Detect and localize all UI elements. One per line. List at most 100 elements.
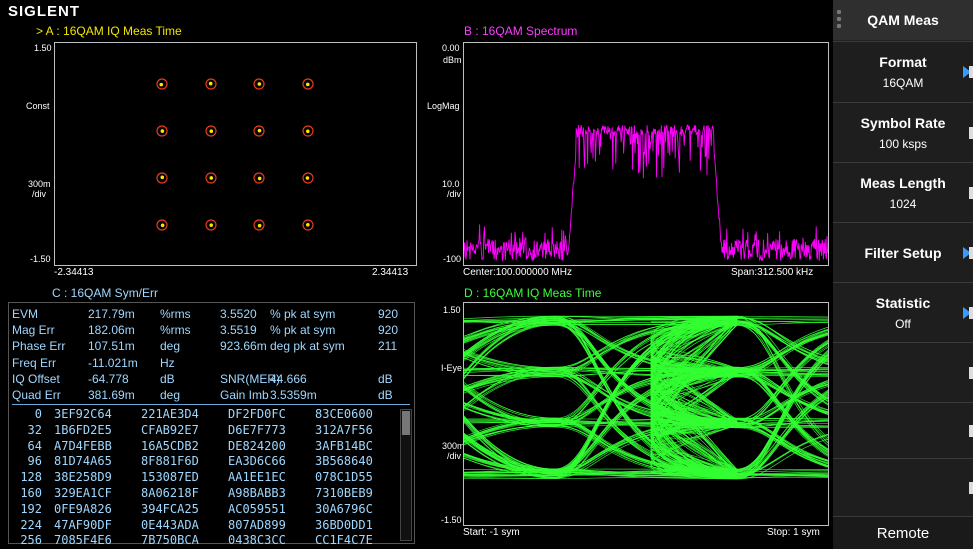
table-divider [12, 404, 410, 405]
hex-cell: DE824200 [228, 438, 286, 453]
hex-index: 64 [27, 438, 42, 453]
constellation-symbol [160, 175, 165, 180]
hex-index: 224 [20, 517, 42, 532]
softkey-statistic[interactable]: Statistic Off [833, 282, 973, 342]
hex-cell: 329EA1CF [54, 485, 112, 500]
hex-cell: AA1EE1EC [228, 470, 286, 485]
panel-d-ytop: 1.50 [443, 305, 461, 315]
panel-d-ylabel: I-Eye [441, 363, 463, 373]
panel-b-ytop: 0.00 [442, 43, 460, 53]
constellation-marker [205, 125, 217, 137]
softkey-value: 1024 [889, 196, 917, 211]
error-cell-name: IQ Offset [12, 371, 60, 386]
hex-cell: 0FE9A826 [54, 501, 112, 516]
constellation-symbol [208, 81, 213, 86]
softkey-value: Off [895, 316, 911, 331]
grip-icon [837, 10, 841, 32]
constellation-marker [156, 219, 168, 231]
hex-cell: 1B6FD2E5 [54, 422, 112, 437]
eye-traces [464, 315, 828, 480]
error-cell-name: Quad Err [12, 387, 61, 402]
hex-cell: 7085F4E6 [54, 533, 112, 548]
hex-cell: CC1F4C7E [315, 533, 373, 548]
softkey-empty-6[interactable] [833, 402, 973, 458]
eye-diagram-svg [464, 315, 828, 480]
softkey-value: 16QAM [882, 76, 924, 90]
spectrum-trace [464, 124, 828, 262]
hex-cell: 394FCA25 [141, 501, 199, 516]
hex-index: 128 [20, 470, 42, 485]
hex-index: 32 [27, 422, 42, 437]
panel-a-scale-unit: /div [32, 189, 47, 199]
panel-a-scale: 300m [28, 179, 51, 189]
error-cell-val: 381.69m [88, 387, 135, 402]
softkey-filter-setup[interactable]: Filter Setup [833, 222, 973, 282]
panel-a-title[interactable]: > A : 16QAM IQ Meas Time [36, 24, 182, 38]
hex-cell: D6E7F773 [228, 422, 286, 437]
hex-cell: 38E258D9 [54, 470, 112, 485]
constellation-marker [302, 125, 314, 137]
panel-d-title[interactable]: D : 16QAM IQ Meas Time [464, 286, 602, 300]
softkey-empty-7[interactable] [833, 458, 973, 516]
menu-header[interactable]: QAM Meas [833, 0, 973, 40]
hex-cell: 8A06218F [141, 485, 199, 500]
hex-cell: A98BABB3 [228, 485, 286, 500]
softkey-edge-marker [969, 66, 973, 78]
hex-scrollbar[interactable] [400, 409, 412, 541]
softkey-edge-marker [969, 306, 973, 319]
constellation-symbol [209, 176, 214, 180]
panel-b-scale: 10.0 [442, 179, 460, 189]
hex-cell: 36BD0DD1 [315, 517, 373, 532]
hex-cell: 7B750BCA [141, 533, 199, 548]
error-cell-val2: 3.5520 [220, 307, 257, 321]
constellation-marker [253, 172, 265, 184]
hex-row: 0 3EF92C64 221AE3D4 DF2FD0FC 83CE0600 [12, 407, 410, 423]
panel-a-xright: 2.34413 [372, 267, 409, 278]
softkey-empty-5[interactable] [833, 342, 973, 402]
hex-row: 192 0FE9A826 394FCA25 AC059551 30A6796C [12, 502, 410, 518]
menu-title: QAM Meas [867, 12, 939, 28]
softkey-label: Meas Length [860, 174, 946, 191]
constellation-marker [302, 78, 314, 90]
constellation-symbol [209, 223, 214, 227]
error-cell-val2: SNR(MER) [220, 371, 280, 386]
constellation-marker [156, 172, 168, 184]
hex-cell: 16A5CDB2 [141, 438, 199, 453]
error-cell-val: 217.79m [88, 307, 135, 321]
remote-indicator: Remote [833, 516, 973, 549]
hex-cell: 8F881F6D [141, 454, 199, 469]
error-cell-val3: 920 [378, 323, 399, 338]
error-cell-val3: dB [378, 371, 393, 386]
hex-scroll-thumb[interactable] [402, 411, 410, 435]
error-cell-unit: %rms [160, 323, 191, 338]
constellation-symbol [257, 128, 262, 133]
error-cell-name: EVM [12, 307, 39, 321]
error-cell-name: Phase Err [12, 339, 66, 354]
hex-cell: 312A7F56 [315, 422, 373, 437]
softkey-meas-length[interactable]: Meas Length 1024 [833, 162, 973, 222]
eye-stop: Stop: 1 sym [767, 527, 820, 538]
softkey-edge-marker [969, 126, 973, 139]
softkey-label: Filter Setup [864, 244, 942, 261]
hex-row: 32 1B6FD2E5 CFAB92E7 D6E7F773 312A7F56 [12, 423, 410, 439]
error-cell-name2: % pk at sym [270, 323, 336, 338]
softkey-format[interactable]: Format 16QAM [833, 41, 973, 102]
softkey-edge-marker [969, 366, 973, 379]
panel-c-title[interactable]: C : 16QAM Sym/Err [52, 286, 159, 300]
error-cell-val: -11.021m [88, 355, 138, 370]
panel-b-title[interactable]: B : 16QAM Spectrum [464, 24, 578, 38]
softkey-edge-marker [969, 481, 973, 494]
constellation-marker [253, 78, 265, 90]
softkey-symbol-rate[interactable]: Symbol Rate 100 ksps [833, 102, 973, 162]
eye-diagram-plot [463, 302, 829, 526]
symbol-hex-table: 0 3EF92C64 221AE3D4 DF2FD0FC 83CE0600 32 1B6FD… [12, 407, 410, 549]
spectrum-plot [463, 42, 829, 266]
hex-cell: 0E443ADA [141, 517, 199, 532]
hex-row: 128 38E258D9 153087ED AA1EE1EC 078C1D55 [12, 470, 410, 486]
panel-d-scale-unit: /div [447, 451, 462, 461]
error-cell-unit: %rms [160, 307, 191, 321]
softkey-label: Format [879, 54, 927, 70]
hex-cell: 153087ED [141, 470, 199, 485]
constellation-marker [156, 78, 168, 90]
panel-a-ytop: 1.50 [34, 43, 52, 53]
